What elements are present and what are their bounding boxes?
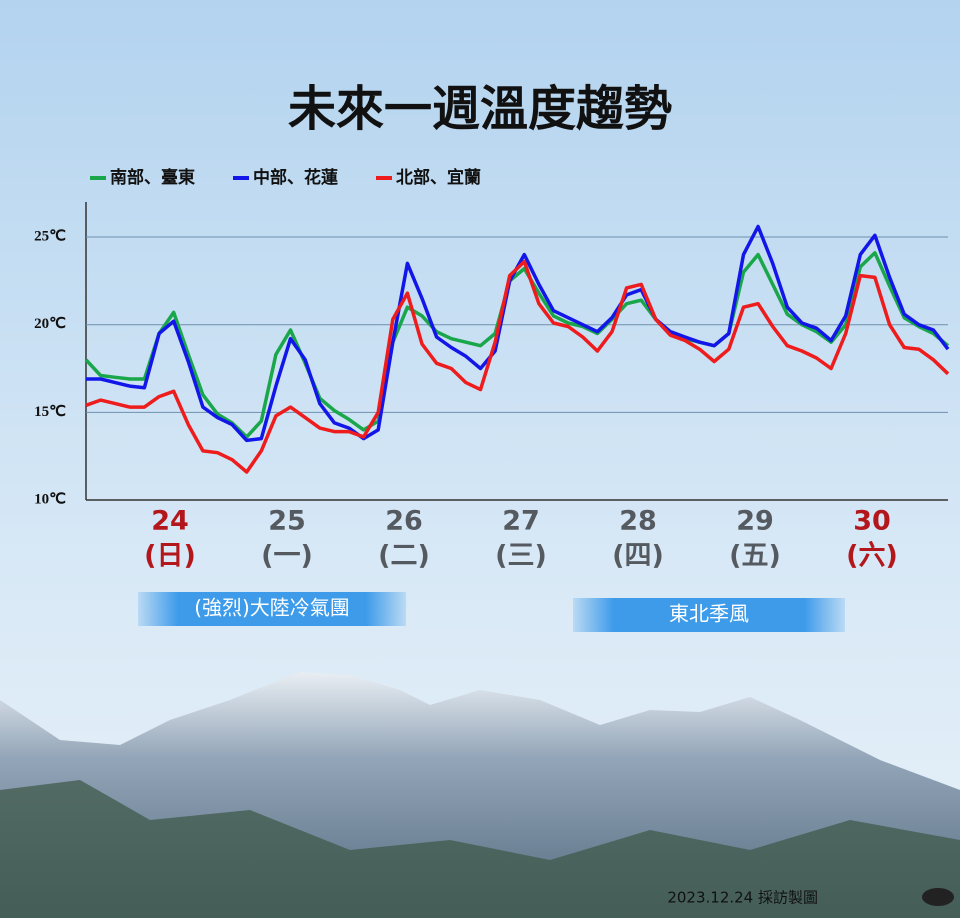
x-tick-sublabel: (日) (144, 541, 196, 572)
annotation: (強烈)大陸冷氣團 (194, 596, 350, 620)
y-tick-label: 25℃ (34, 228, 66, 244)
x-tick-sublabel: (三) (495, 541, 547, 572)
x-tick-sublabel: (一) (261, 541, 313, 572)
x-tick-sublabel: (五) (729, 541, 781, 572)
x-tick-label: 26 (385, 506, 423, 537)
annotation-banner (573, 598, 845, 632)
logo (922, 888, 954, 906)
annotation: 東北季風 (669, 602, 749, 626)
x-tick-sublabel: (六) (846, 541, 898, 572)
x-tick-label: 24 (151, 506, 189, 537)
x-tick-label: 28 (619, 506, 657, 537)
forest (0, 780, 960, 918)
chart-title: 未來一週溫度趨勢 (288, 81, 672, 137)
y-tick-label: 20℃ (34, 316, 66, 332)
series-line (85, 259, 950, 474)
y-tick-label: 10℃ (34, 491, 66, 507)
footer: 2023.12.24 採訪製圖 (667, 889, 818, 907)
legend-label: 中部、花蓮 (253, 167, 338, 188)
x-tick-sublabel: (四) (612, 541, 664, 572)
x-tick-label: 29 (736, 506, 774, 537)
series-line (84, 251, 950, 439)
x-tick-label: 25 (268, 506, 306, 537)
annotation-banner (138, 592, 406, 626)
x-tick-label: 27 (502, 506, 540, 537)
y-tick-label: 15℃ (34, 404, 66, 420)
x-tick-sublabel: (二) (378, 541, 430, 572)
x-tick-label: 30 (853, 506, 891, 537)
legend-label: 南部、臺東 (110, 167, 195, 188)
legend-label: 北部、宜蘭 (396, 167, 481, 188)
